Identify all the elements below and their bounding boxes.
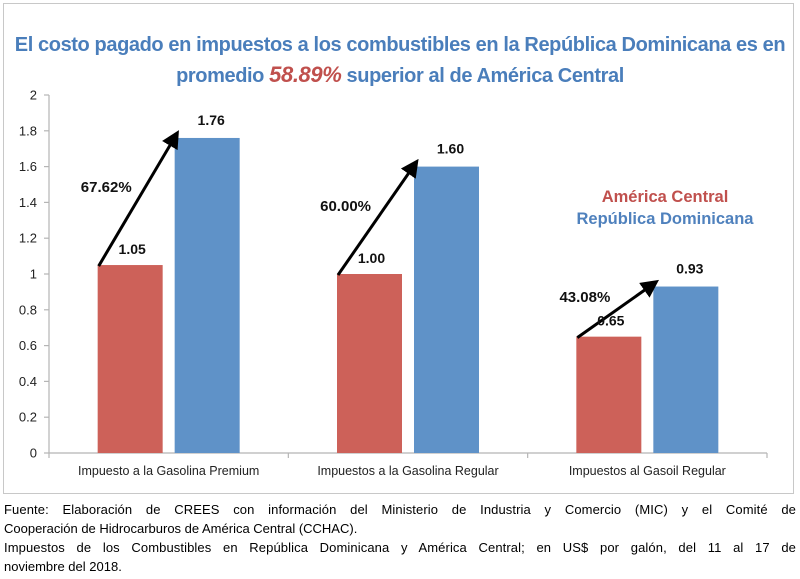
chart-title-suffix: superior al de América Central bbox=[341, 65, 625, 87]
bars bbox=[97, 137, 719, 453]
source-line-2: Cooperación de Hidrocarburos de América … bbox=[4, 521, 358, 536]
bar-republica-dominicana bbox=[414, 166, 479, 453]
bar-chart: 0 0.2 0.4 0.6 0.8 1 1.2 1.4 1.6 1.8 2 Impuesto a la… bbox=[19, 88, 768, 478]
y-tick-label: 1.4 bbox=[19, 195, 37, 210]
growth-percent-label: 60.00% bbox=[320, 198, 371, 215]
y-tick-label: 1.8 bbox=[19, 123, 37, 138]
y-tick-label: 0.4 bbox=[19, 374, 37, 389]
y-tick-label: 1 bbox=[30, 267, 37, 282]
bar-republica-dominicana bbox=[653, 286, 719, 453]
y-tick-label: 1.6 bbox=[19, 159, 37, 174]
y-tick-label: 0.2 bbox=[19, 410, 37, 425]
bar-america-central bbox=[576, 336, 642, 453]
arrows bbox=[97, 130, 660, 339]
y-tick-label: 0.8 bbox=[19, 302, 37, 317]
source-line-4: noviembre del 2018. bbox=[4, 559, 122, 574]
chart-title-line2: promedio 58.89% superior al de América C… bbox=[0, 60, 800, 91]
data-label-america-central: 0.65 bbox=[597, 313, 624, 329]
data-label-republica-dominicana: 0.93 bbox=[676, 261, 703, 277]
chart-title-highlight: 58.89% bbox=[269, 62, 342, 87]
labels: 1.05 1.76 67.62% 1.00 1.60 60.00% 0.65 0.93 43.0… bbox=[81, 112, 704, 329]
source-note: Fuente: Elaboración de CREES con informa… bbox=[4, 500, 796, 576]
source-line-3: Impuestos de los Combustibles en Repúbli… bbox=[4, 540, 796, 555]
chart-title-line1: El costo pagado en impuestos a los combu… bbox=[14, 34, 786, 56]
y-tick-label: 1.2 bbox=[19, 231, 37, 246]
source-line-1: Fuente: Elaboración de CREES con informa… bbox=[4, 502, 796, 517]
growth-percent-label: 43.08% bbox=[559, 289, 610, 306]
legend-item-america-central: América Central bbox=[601, 188, 729, 206]
chart-title-prefix: promedio bbox=[176, 65, 270, 87]
chart-title: El costo pagado en impuestos a los combu… bbox=[0, 30, 800, 91]
bar-america-central bbox=[337, 274, 402, 453]
data-label-republica-dominicana: 1.76 bbox=[198, 112, 225, 128]
x-tick-label: Impuestos a la Gasolina Regular bbox=[317, 464, 498, 478]
legend: América Central República Dominicana bbox=[560, 186, 770, 230]
x-tick-label: Impuesto a la Gasolina Premium bbox=[78, 464, 259, 478]
legend-item-republica-dominicana: República Dominicana bbox=[576, 210, 754, 228]
growth-arrow bbox=[576, 279, 660, 339]
y-tick-label: 0.6 bbox=[19, 338, 37, 353]
growth-arrow bbox=[336, 158, 419, 276]
bar-america-central bbox=[97, 265, 163, 453]
axes: 0 0.2 0.4 0.6 0.8 1 1.2 1.4 1.6 1.8 2 Impuesto a la… bbox=[19, 88, 768, 478]
x-tick-label: Impuestos al Gasoil Regular bbox=[569, 464, 726, 478]
data-label-america-central: 1.05 bbox=[119, 241, 146, 257]
growth-arrow bbox=[97, 130, 179, 267]
data-label-america-central: 1.00 bbox=[358, 250, 385, 266]
y-tick-label: 2 bbox=[30, 88, 37, 103]
data-label-republica-dominicana: 1.60 bbox=[437, 141, 464, 157]
y-tick-label: 0 bbox=[30, 446, 37, 461]
growth-percent-label: 67.62% bbox=[81, 179, 132, 196]
bar-republica-dominicana bbox=[174, 137, 240, 453]
